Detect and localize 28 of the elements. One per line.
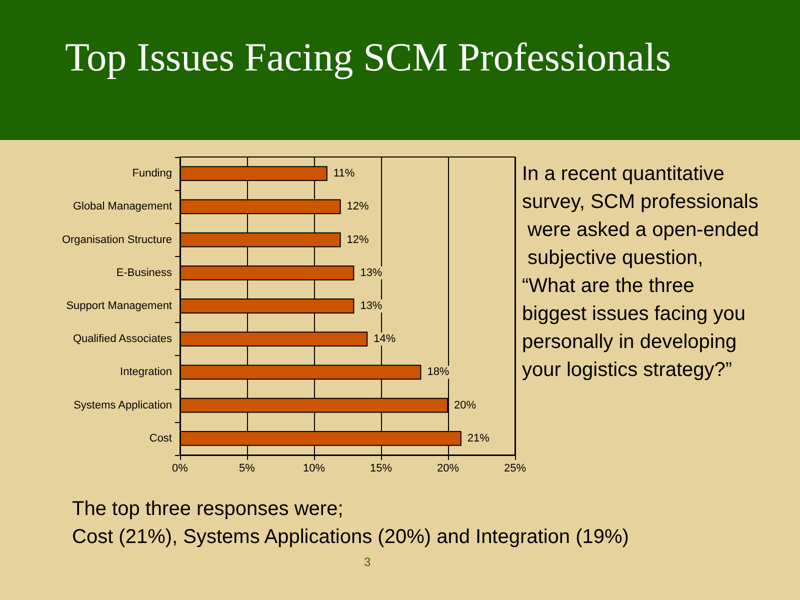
data-label: 21% [467, 432, 490, 444]
text: The top three responses were; Cost (21%), Systems Applications (20%) and Integration (19%) [72, 498, 629, 548]
y-tick-label: Support Management [66, 300, 172, 312]
y-tick-label: Integration [120, 366, 172, 378]
x-tick-label: 10% [302, 462, 326, 474]
y-tick-label: Global Management [72, 200, 172, 213]
x-tick-label: 20% [436, 462, 460, 474]
x-tick-label: 25% [504, 462, 526, 474]
y-tick-label: Systems Application [74, 399, 172, 412]
data-label: 12% [346, 200, 370, 213]
data-label: 12% [346, 234, 370, 246]
data-label: 13% [360, 266, 382, 279]
data-label: 14% [374, 333, 396, 346]
x-tick-label: 0% [172, 462, 188, 474]
y-tick-label: Cost [149, 432, 172, 444]
text: 3 [364, 555, 371, 569]
x-tick-label: 15% [370, 462, 392, 474]
y-tick-label: E-Business [116, 266, 172, 279]
data-label: 13% [360, 300, 382, 312]
x-tick-label: 5% [239, 462, 256, 474]
y-tick-label: Organisation Structure [62, 234, 172, 246]
y-tick-label: Funding [132, 168, 172, 180]
chart-title: Top Issues Facing SCM Professionals [65, 34, 672, 80]
y-tick-label: Qualified Associates [72, 333, 172, 346]
data-label: 18% [427, 366, 450, 378]
data-label: 11% [333, 168, 355, 180]
data-label: 20% [454, 399, 476, 412]
text: In a recent quantitative survey, SCM professionals were asked a open-ended subjective question, “What are the three biggest issues facing you personally in developing your logistics strategy?” [522, 163, 759, 381]
